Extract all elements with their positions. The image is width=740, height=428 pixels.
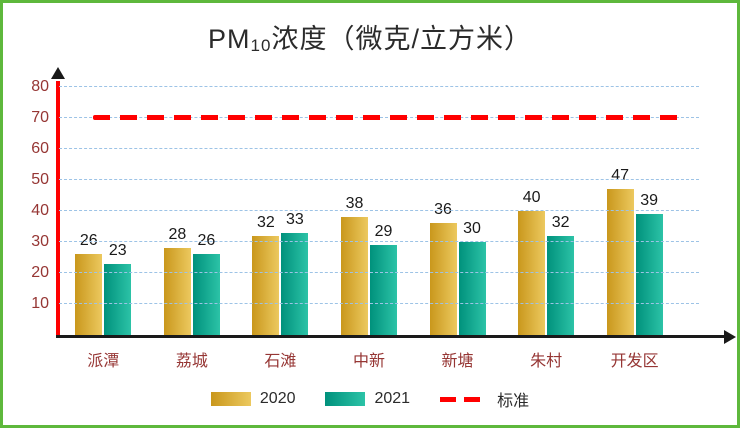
bar-2021: 29: [369, 223, 397, 335]
value-label: 39: [640, 192, 659, 210]
value-label: 23: [108, 241, 127, 259]
value-label: 29: [374, 223, 393, 241]
bar-2020: 36: [429, 201, 457, 335]
bar-2020: 26: [75, 232, 103, 335]
x-axis-line: [56, 335, 724, 338]
category-label: 派潭: [87, 353, 120, 370]
category-label: 新塘: [441, 353, 474, 370]
category-label: 荔城: [175, 353, 208, 370]
bar-groups: 26 23 派潭 28 26 荔城 32 33 石滩 38 29 中新 36 30 新塘 40 32 朱村 47 39…: [59, 87, 679, 370]
bar-2021: 39: [635, 192, 663, 335]
bar-group: 28 26 荔城: [163, 226, 220, 370]
legend-item-2020: 2020: [210, 390, 296, 408]
gridline: [59, 303, 699, 304]
x-axis-arrow-icon: [724, 330, 736, 344]
value-label: 32: [257, 213, 275, 231]
bar-2021: 23: [104, 242, 132, 335]
chart-title: PM10浓度（微克/立方米）: [3, 17, 737, 56]
y-tick-label: 20: [31, 264, 49, 281]
y-axis-arrow-icon: [51, 67, 65, 79]
bar-group: 36 30 新塘: [429, 201, 486, 370]
legend-item-standard: 标准: [440, 387, 529, 411]
title-subscript: 10: [250, 36, 272, 55]
value-label: 47: [611, 167, 630, 185]
legend-swatch-icon: [325, 392, 366, 406]
bar-group: 47 39 开发区: [606, 167, 663, 370]
value-label: 38: [345, 195, 364, 213]
gridline: [59, 148, 699, 149]
legend-label: 2020: [259, 390, 296, 407]
gridline: [59, 272, 699, 273]
y-tick-label: 10: [31, 295, 49, 312]
value-label: 26: [79, 232, 98, 250]
y-tick-label: 40: [31, 202, 49, 219]
value-label: 30: [463, 220, 481, 237]
bar-group: 38 29 中新: [340, 195, 397, 370]
y-tick-label: 50: [31, 171, 49, 188]
bar-2020: 32: [252, 214, 280, 335]
bar-2021: 30: [458, 220, 486, 335]
value-label: 26: [197, 232, 216, 250]
legend-label: 2021: [374, 390, 411, 407]
category-label: 石滩: [264, 353, 297, 370]
bar-2020: 40: [518, 189, 546, 335]
plot-area: 26 23 派潭 28 26 荔城 32 33 石滩 38 29 中新 36 30 新塘 40 32 朱村 47 39…: [31, 67, 736, 370]
value-label: 32: [551, 213, 570, 231]
bar-2020: 28: [163, 226, 191, 335]
y-tick-label: 60: [31, 140, 49, 157]
bar-group: 32 33 石滩: [252, 211, 309, 370]
legend: 2020 2021 标准: [3, 387, 737, 411]
gridline: [59, 179, 699, 180]
bar-2021: 33: [281, 211, 309, 335]
y-tick-label: 70: [31, 109, 49, 126]
reference-line: [93, 115, 681, 120]
legend-label: 标准: [497, 393, 530, 410]
bar-group: 26 23 派潭: [75, 232, 132, 370]
legend-item-2021: 2021: [325, 390, 410, 408]
bar-2021: 32: [547, 214, 575, 335]
bar-2020: 38: [340, 195, 368, 335]
y-tick-label: 80: [31, 78, 49, 95]
title-prefix: PM: [208, 24, 251, 54]
gridline: [59, 86, 699, 87]
gridline: [59, 210, 699, 211]
value-label: 36: [434, 201, 452, 219]
bar-2020: 47: [606, 167, 634, 335]
category-label: 开发区: [610, 353, 659, 370]
legend-swatch-icon: [210, 392, 251, 406]
bar-2021: 26: [192, 232, 220, 335]
value-label: 28: [168, 226, 187, 244]
y-tick-label: 30: [31, 233, 49, 250]
category-label: 中新: [352, 353, 385, 370]
y-axis-line: [56, 81, 60, 335]
gridline: [59, 241, 699, 242]
value-label: 33: [286, 210, 304, 228]
title-suffix: 浓度（微克/立方米）: [271, 24, 532, 54]
category-label: 朱村: [530, 353, 563, 370]
legend-dashed-line-icon: [440, 396, 489, 402]
value-label: 40: [522, 189, 541, 206]
bar-group: 40 32 朱村: [518, 189, 575, 370]
